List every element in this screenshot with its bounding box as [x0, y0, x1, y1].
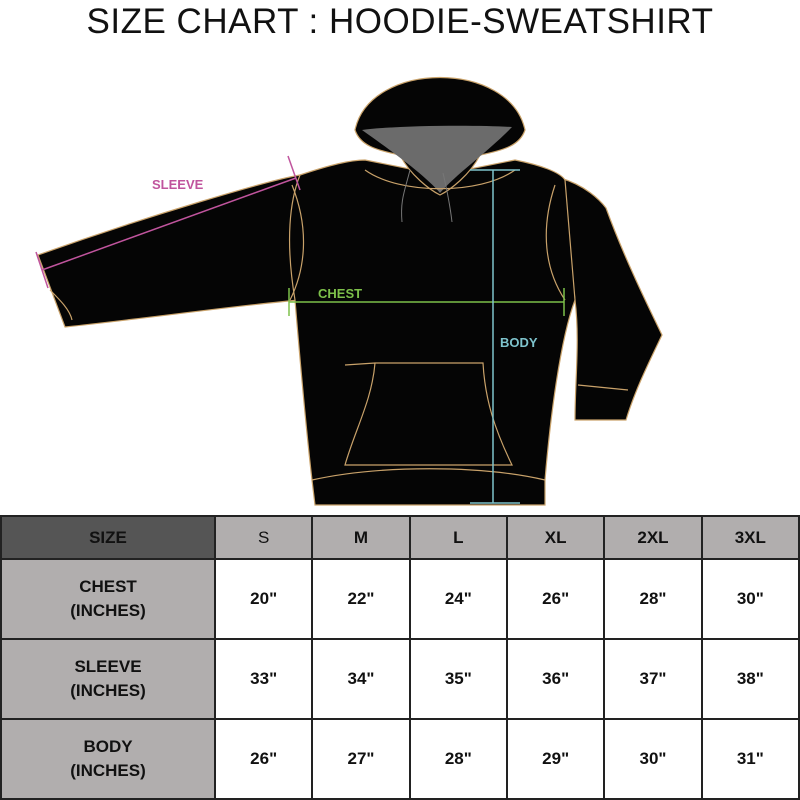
- left-cuff-seam: [49, 289, 73, 321]
- table-cell: 20": [213, 558, 314, 641]
- table-cell: 36": [505, 638, 606, 720]
- table-cell: 37": [603, 638, 703, 720]
- row-header-sleeve: SLEEVE (INCHES): [0, 638, 216, 720]
- header-row: SIZE S M L XL 2XL 3XL: [0, 514, 800, 561]
- right-sleeve: [559, 177, 663, 421]
- size-s: S: [213, 514, 314, 561]
- table-cell: 28": [603, 558, 703, 641]
- table-row-body: BODY (INCHES) 26" 27" 28" 29" 30" 31": [0, 718, 800, 800]
- size-m: M: [311, 514, 411, 561]
- table-cell: 29": [505, 718, 606, 800]
- size-header: SIZE: [0, 514, 216, 561]
- neckline: [364, 169, 516, 190]
- body-label: BODY: [500, 335, 538, 350]
- table-cell: 26": [213, 718, 314, 800]
- chest-label: CHEST: [318, 286, 362, 301]
- left-sleeve: [37, 174, 301, 328]
- size-l: L: [408, 514, 508, 561]
- table-cell: 27": [311, 718, 411, 800]
- hoodie-body: [288, 159, 576, 506]
- right-cuff-seam: [577, 384, 629, 391]
- table-row-chest: CHEST (INCHES) 20" 22" 24" 26" 28" 30": [0, 558, 800, 641]
- drawstrings: [401, 169, 453, 223]
- sleeve-measure: [35, 155, 301, 289]
- table-cell: 30": [603, 718, 703, 800]
- table-cell: 22": [311, 558, 411, 641]
- row-header-body: BODY (INCHES): [0, 718, 216, 800]
- waistband-seam: [311, 468, 546, 481]
- table-cell: 31": [700, 718, 800, 800]
- size-3xl: 3XL: [700, 514, 800, 561]
- body-measure: [470, 169, 520, 504]
- left-shoulder-seam: [289, 184, 305, 301]
- row-header-chest: CHEST (INCHES): [0, 558, 216, 641]
- hood-lining: [362, 125, 512, 193]
- table-cell: 34": [311, 638, 411, 720]
- sleeve-label: SLEEVE: [152, 177, 204, 192]
- table-cell: 26": [505, 558, 606, 641]
- right-shoulder-seam: [545, 184, 566, 301]
- chest-measure: [288, 288, 565, 316]
- size-chart-table: SIZE S M L XL 2XL 3XL CHEST (INCHES) 20" …: [0, 514, 800, 800]
- size-2xl: 2XL: [603, 514, 703, 561]
- table-cell: 33": [213, 638, 314, 720]
- table-cell: 24": [408, 558, 508, 641]
- table-cell: 35": [408, 638, 508, 720]
- hoodie-diagram: SLEEVE CHEST BODY: [35, 77, 663, 506]
- table-cell: 28": [408, 718, 508, 800]
- table-cell: 38": [700, 638, 800, 720]
- table-row-sleeve: SLEEVE (INCHES) 33" 34" 35" 36" 37" 38": [0, 638, 800, 720]
- hoodie-illustration: [37, 77, 663, 506]
- kangaroo-pocket: [344, 362, 513, 466]
- size-xl: XL: [505, 514, 606, 561]
- page-title: SIZE CHART : HOODIE-SWEATSHIRT: [86, 2, 714, 41]
- table-cell: 30": [700, 558, 800, 641]
